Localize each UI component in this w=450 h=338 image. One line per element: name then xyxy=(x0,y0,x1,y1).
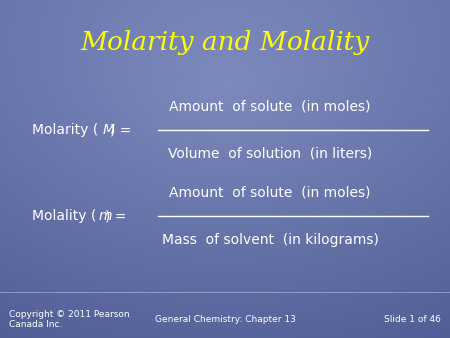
Text: Slide 1 of 46: Slide 1 of 46 xyxy=(384,315,441,324)
Text: Copyright © 2011 Pearson
Canada Inc.: Copyright © 2011 Pearson Canada Inc. xyxy=(9,310,130,329)
Text: Molality (: Molality ( xyxy=(32,209,96,223)
Text: Molarity (: Molarity ( xyxy=(32,123,98,137)
Text: Volume  of solution  (in liters): Volume of solution (in liters) xyxy=(168,147,372,161)
Text: General Chemistry: Chapter 13: General Chemistry: Chapter 13 xyxy=(154,315,296,324)
Text: Amount  of solute  (in moles): Amount of solute (in moles) xyxy=(169,186,371,200)
Text: ) =: ) = xyxy=(110,123,131,137)
Text: m: m xyxy=(98,209,112,223)
Text: Mass  of solvent  (in kilograms): Mass of solvent (in kilograms) xyxy=(162,233,378,247)
Text: M: M xyxy=(102,123,114,137)
Text: ) =: ) = xyxy=(105,209,126,223)
Text: Molarity and Molality: Molarity and Molality xyxy=(81,30,369,55)
Text: Amount  of solute  (in moles): Amount of solute (in moles) xyxy=(169,99,371,114)
